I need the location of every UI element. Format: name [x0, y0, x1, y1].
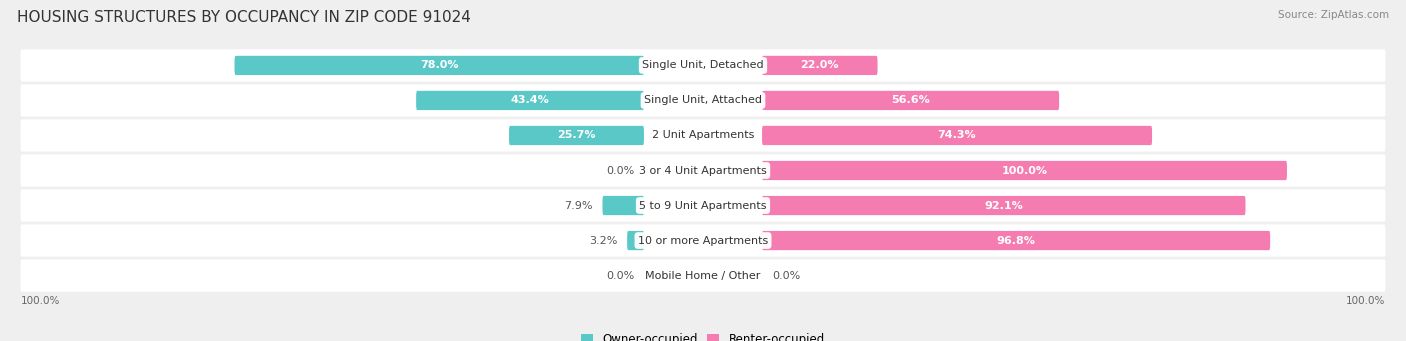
Text: Single Unit, Detached: Single Unit, Detached [643, 60, 763, 71]
FancyBboxPatch shape [21, 224, 1385, 257]
FancyBboxPatch shape [21, 154, 1385, 187]
Legend: Owner-occupied, Renter-occupied: Owner-occupied, Renter-occupied [576, 329, 830, 341]
FancyBboxPatch shape [762, 56, 877, 75]
Text: Source: ZipAtlas.com: Source: ZipAtlas.com [1278, 10, 1389, 20]
FancyBboxPatch shape [21, 119, 1385, 152]
Text: 100.0%: 100.0% [1001, 165, 1047, 176]
FancyBboxPatch shape [762, 161, 1286, 180]
Text: 3 or 4 Unit Apartments: 3 or 4 Unit Apartments [640, 165, 766, 176]
Text: 2 Unit Apartments: 2 Unit Apartments [652, 131, 754, 140]
Text: 0.0%: 0.0% [772, 270, 800, 281]
Text: 0.0%: 0.0% [606, 270, 634, 281]
FancyBboxPatch shape [509, 126, 644, 145]
Text: 0.0%: 0.0% [606, 165, 634, 176]
FancyBboxPatch shape [762, 231, 1270, 250]
Text: 5 to 9 Unit Apartments: 5 to 9 Unit Apartments [640, 201, 766, 210]
Text: 100.0%: 100.0% [1346, 296, 1385, 306]
Text: Single Unit, Attached: Single Unit, Attached [644, 95, 762, 105]
FancyBboxPatch shape [603, 196, 644, 215]
Text: 3.2%: 3.2% [589, 236, 617, 246]
Text: 43.4%: 43.4% [510, 95, 550, 105]
Text: 74.3%: 74.3% [938, 131, 976, 140]
FancyBboxPatch shape [21, 189, 1385, 222]
FancyBboxPatch shape [21, 84, 1385, 117]
Text: 7.9%: 7.9% [564, 201, 593, 210]
FancyBboxPatch shape [762, 91, 1059, 110]
Text: 100.0%: 100.0% [21, 296, 60, 306]
Text: 10 or more Apartments: 10 or more Apartments [638, 236, 768, 246]
Text: 92.1%: 92.1% [984, 201, 1024, 210]
FancyBboxPatch shape [21, 260, 1385, 292]
FancyBboxPatch shape [762, 126, 1152, 145]
Text: 22.0%: 22.0% [800, 60, 839, 71]
Text: 78.0%: 78.0% [420, 60, 458, 71]
Text: 96.8%: 96.8% [997, 236, 1036, 246]
FancyBboxPatch shape [416, 91, 644, 110]
Text: HOUSING STRUCTURES BY OCCUPANCY IN ZIP CODE 91024: HOUSING STRUCTURES BY OCCUPANCY IN ZIP C… [17, 10, 471, 25]
Text: 25.7%: 25.7% [557, 131, 596, 140]
Text: 56.6%: 56.6% [891, 95, 929, 105]
FancyBboxPatch shape [762, 196, 1246, 215]
FancyBboxPatch shape [235, 56, 644, 75]
FancyBboxPatch shape [627, 231, 644, 250]
Text: Mobile Home / Other: Mobile Home / Other [645, 270, 761, 281]
FancyBboxPatch shape [21, 49, 1385, 81]
